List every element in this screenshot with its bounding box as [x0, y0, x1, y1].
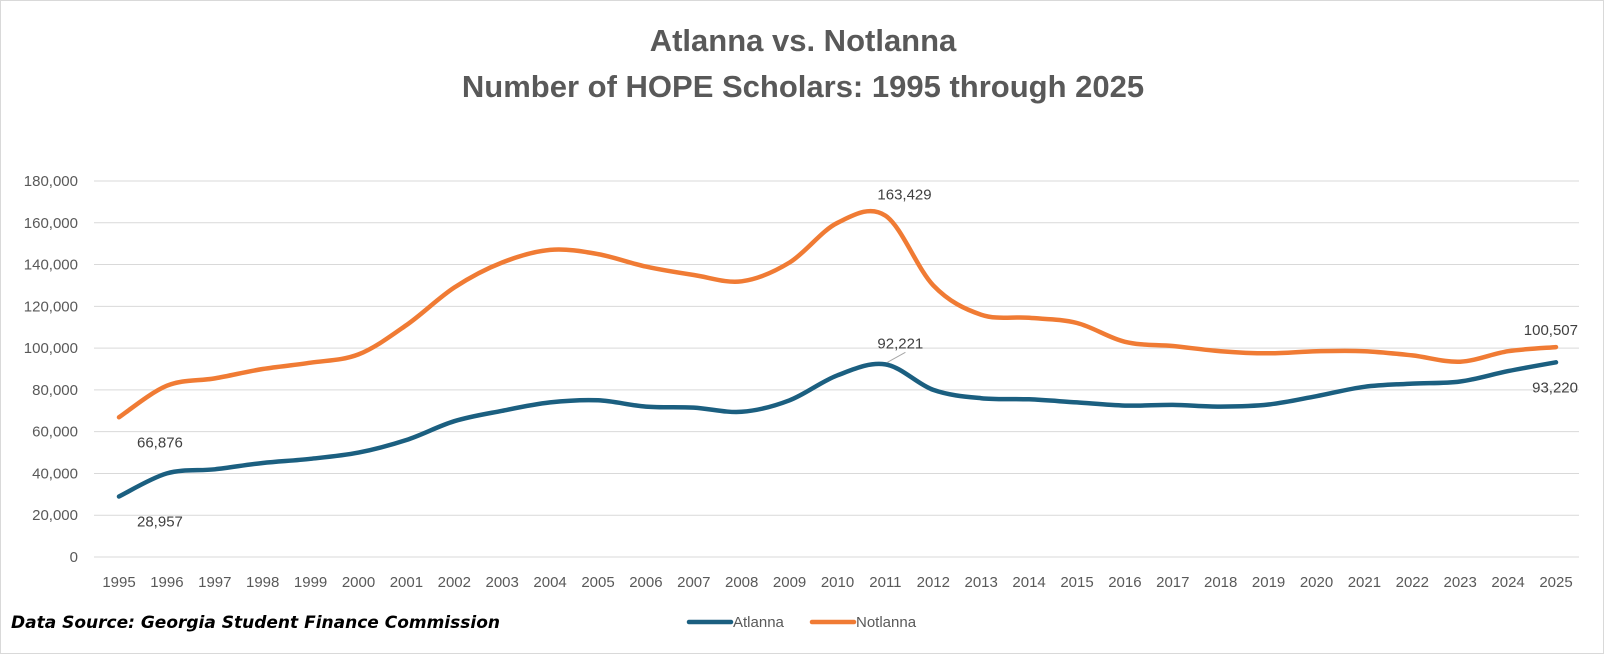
data-label: 92,221 — [877, 335, 923, 352]
x-tick-label: 2003 — [486, 574, 519, 591]
x-tick-label: 2011 — [869, 574, 901, 591]
series-lines — [116, 208, 1559, 499]
x-tick-label: 2022 — [1396, 574, 1429, 591]
legend-label-notlanna: Notlanna — [856, 614, 917, 631]
x-tick-label: 2025 — [1539, 574, 1572, 591]
x-tick-label: 2004 — [533, 574, 566, 591]
y-tick-label: 180,000 — [24, 173, 78, 190]
x-tick-label: 2001 — [390, 574, 423, 591]
data-label: 163,429 — [877, 187, 931, 204]
data-source-note: Data Source: Georgia Student Finance Com… — [11, 613, 500, 633]
x-tick-label: 2012 — [917, 574, 950, 591]
y-tick-label: 0 — [70, 549, 78, 566]
x-tick-label: 2005 — [581, 574, 614, 591]
x-tick-label: 2019 — [1252, 574, 1285, 591]
x-tick-label: 2020 — [1300, 574, 1333, 591]
data-label: 93,220 — [1532, 379, 1578, 396]
x-tick-label: 2009 — [773, 574, 806, 591]
legend: Atlanna Notlanna — [686, 614, 917, 631]
y-tick-label: 20,000 — [32, 507, 78, 524]
x-tick-label: 1997 — [198, 574, 231, 591]
x-tick-label: 2002 — [438, 574, 471, 591]
y-tick-label: 120,000 — [24, 298, 78, 315]
chart-title-line-2: Number of HOPE Scholars: 1995 through 20… — [461, 69, 1145, 104]
x-tick-label: 2018 — [1204, 574, 1237, 591]
x-tick-label: 2016 — [1108, 574, 1141, 591]
y-tick-label: 160,000 — [24, 215, 78, 232]
y-tick-label: 60,000 — [32, 424, 78, 441]
legend-label-atlanna: Atlanna — [733, 614, 785, 631]
series-line-atlanna — [116, 360, 1559, 499]
y-tick-label: 140,000 — [24, 257, 78, 274]
y-axis-tick-labels: 0 20,000 40,000 60,000 80,000 100,000 120,000 1… — [24, 173, 78, 566]
x-tick-label: 2010 — [821, 574, 854, 591]
x-tick-label: 2007 — [677, 574, 710, 591]
data-label: 28,957 — [137, 514, 183, 531]
gridlines — [94, 180, 1579, 558]
x-tick-label: 2014 — [1012, 574, 1045, 591]
series-line-notlanna — [116, 208, 1559, 420]
x-axis-tick-labels: 1995 1996 1997 1998 1999 2000 2001 2002 2003 2004… — [102, 574, 1572, 591]
x-tick-label: 2021 — [1348, 574, 1381, 591]
x-tick-label: 2024 — [1491, 574, 1524, 591]
data-labels: 28,957 92,221 93,220 66,876 163,429 100,507 — [137, 187, 1578, 531]
y-tick-label: 100,000 — [24, 340, 78, 357]
data-label: 66,876 — [137, 434, 183, 451]
y-tick-label: 40,000 — [32, 465, 78, 482]
x-tick-label: 1998 — [246, 574, 279, 591]
x-tick-label: 2013 — [965, 574, 998, 591]
data-label-leader — [887, 351, 906, 363]
x-tick-label: 2000 — [342, 574, 375, 591]
x-tick-label: 2015 — [1060, 574, 1093, 591]
chart-title-line-1: Atlanna vs. Notlanna — [649, 23, 957, 58]
data-label: 100,507 — [1524, 322, 1578, 339]
x-tick-label: 1995 — [102, 574, 135, 591]
x-tick-label: 2006 — [629, 574, 662, 591]
x-tick-label: 2023 — [1444, 574, 1477, 591]
y-tick-label: 80,000 — [32, 382, 78, 399]
x-tick-label: 1996 — [150, 574, 183, 591]
x-tick-label: 2008 — [725, 574, 758, 591]
x-tick-label: 1999 — [294, 574, 327, 591]
x-tick-label: 2017 — [1156, 574, 1189, 591]
